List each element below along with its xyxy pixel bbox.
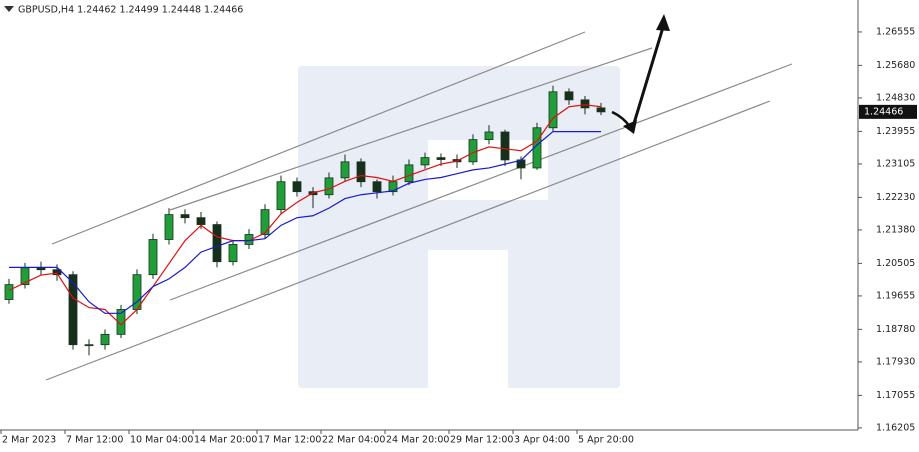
candle-body — [100, 333, 110, 346]
x-tick-label: 3 Apr 04:00 — [514, 435, 570, 446]
candle-body — [68, 274, 78, 346]
candle-body — [4, 284, 14, 300]
candle-body — [596, 107, 606, 113]
y-tick-label: 1.17055 — [876, 390, 915, 401]
x-tick-label: 22 Mar 04:00 — [322, 435, 385, 446]
candle-body — [564, 91, 574, 101]
candle-body — [580, 99, 590, 109]
watermark — [298, 66, 620, 388]
y-tick-label: 1.19655 — [876, 290, 915, 301]
candle-body — [340, 161, 350, 179]
indicator-line — [9, 131, 601, 314]
candle-body — [420, 157, 430, 166]
candle-body — [548, 91, 558, 129]
candle-body — [244, 234, 254, 245]
candle-body — [468, 139, 478, 163]
candle-body — [228, 244, 238, 263]
candle-body — [212, 224, 222, 263]
indicator-line — [8, 104, 602, 326]
candle-body — [532, 127, 542, 169]
x-tick-label: 5 Apr 20:00 — [578, 435, 634, 446]
candle-body — [196, 217, 206, 225]
y-tick-label: 1.20505 — [876, 258, 915, 269]
candle-body — [404, 164, 414, 183]
y-tick-label: 1.16205 — [876, 422, 915, 433]
candle-body — [356, 161, 366, 183]
x-tick-label: 24 Mar 20:00 — [386, 435, 449, 446]
candle-body — [148, 239, 158, 276]
y-tick-label: 1.25680 — [876, 60, 915, 71]
candle-body — [276, 181, 286, 211]
price-marker — [859, 104, 917, 119]
y-tick-label: 1.17930 — [876, 356, 915, 367]
candle-body — [180, 214, 190, 219]
y-tick-label: 1.24830 — [876, 92, 915, 103]
candle-body — [36, 267, 46, 271]
candle-body — [164, 214, 174, 240]
menu-icon[interactable] — [4, 6, 14, 12]
y-tick-label: 1.22230 — [876, 192, 915, 203]
price-label: 1.24466 — [864, 106, 903, 117]
candle-body — [484, 131, 494, 141]
x-tick-label: 2 Mar 2023 — [2, 435, 56, 446]
candle-body — [116, 309, 126, 335]
trend-lines — [45, 31, 793, 381]
x-tick-label: 7 Mar 12:00 — [66, 435, 123, 446]
y-tick-label: 1.23955 — [876, 126, 915, 137]
candle-body — [324, 177, 334, 196]
candle-body — [372, 181, 382, 193]
candle-body — [260, 209, 270, 235]
x-tick-label: 17 Mar 12:00 — [258, 435, 321, 446]
x-tick-label: 10 Mar 04:00 — [130, 435, 193, 446]
candle-body — [436, 157, 446, 160]
y-tick-label: 1.21380 — [876, 224, 915, 235]
x-tick-label: 29 Mar 12:00 — [450, 435, 513, 446]
x-tick-label: 14 Mar 20:00 — [194, 435, 257, 446]
candle-body — [500, 131, 510, 161]
chart-title: GBPUSD,H4 1.24462 1.24499 1.24448 1.2446… — [18, 5, 243, 16]
y-tick-label: 1.23105 — [876, 158, 915, 169]
y-tick-label: 1.18780 — [876, 324, 915, 335]
candle-body — [292, 181, 302, 193]
candle-body — [52, 269, 62, 276]
candle-body — [84, 344, 94, 347]
forecast-arrow — [611, 14, 670, 134]
y-tick-label: 1.26555 — [876, 26, 915, 37]
